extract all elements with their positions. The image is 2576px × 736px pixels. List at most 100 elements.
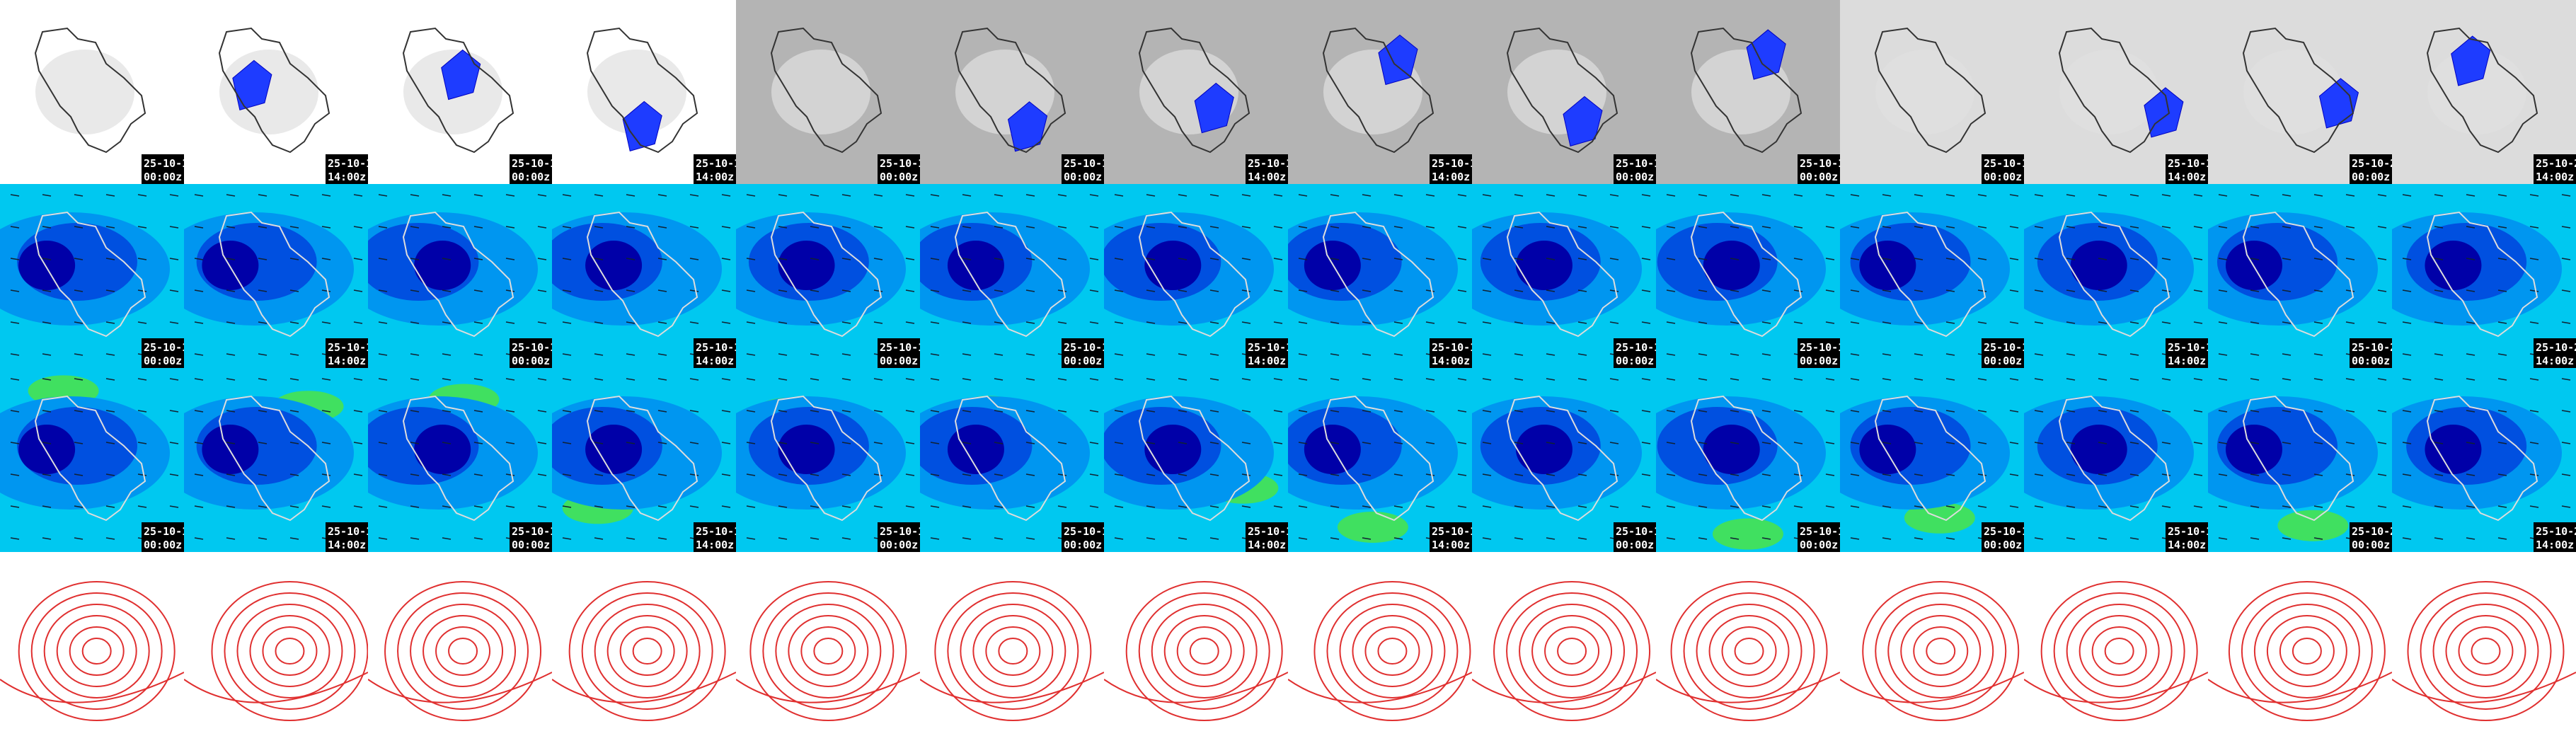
wind-barb [1362,410,1372,413]
wind-barb [1241,378,1251,381]
label-box [1246,522,1288,552]
contour [1326,592,1459,710]
tile-content [920,184,1104,368]
wind-barb [930,289,940,292]
contour [1176,626,1232,676]
wind-barb [930,505,940,508]
wind-barb [994,537,1004,540]
map-tile: 25-10-114:00z [2024,368,2212,552]
wind-barb [2497,442,2507,444]
contour [1519,604,1626,698]
wind-barb [2434,321,2444,324]
wind-barb [1666,258,1676,260]
wind-barb [194,442,204,444]
wind-barb [258,378,268,381]
core-area [18,425,76,474]
wind-barb [1178,321,1188,324]
contour [1531,615,1613,687]
wind-barb [2098,410,2108,413]
contour [2407,581,2565,721]
time-label: 00:00z [2352,171,2390,183]
wind-barb [2193,226,2203,229]
wind-barb [2466,473,2476,476]
wind-barb [1114,442,1124,444]
wind-barb [442,473,452,476]
wind-barb [2034,410,2044,413]
wind-barb [1057,410,1067,413]
wind-barb [1945,321,1955,324]
contour [1840,672,2024,703]
wind-barb [473,194,483,197]
wind-barb [930,321,940,324]
wind-barb [1273,410,1283,413]
wind-barb [2009,442,2019,444]
time-label: 14:00z [328,355,366,367]
date-label: 25-10-1 [328,341,372,354]
wind-barb [2313,505,2323,508]
wind-barb [10,378,20,381]
wind-barb [1546,289,1556,292]
wind-barb [626,537,636,540]
wind-barb [810,537,820,540]
wind-barb [137,321,147,324]
wind-barb [1577,258,1587,260]
wind-barb [321,378,331,381]
wind-barb [841,321,851,324]
wind-barb [137,473,147,476]
map-tile: 25-10-114:00z [184,0,372,184]
wind-barb [1241,289,1251,292]
wind-barb [2218,410,2228,413]
wind-barb [1666,321,1676,324]
wind-barb [194,194,204,197]
wind-barb [2066,410,2076,413]
label-box [2534,154,2576,184]
contour [2208,672,2392,703]
wind-barb [1482,289,1492,292]
wind-barb [905,442,915,444]
date-label: 25-10-2 [2536,525,2576,538]
wind-barb [1761,289,1771,292]
wind-barb [1057,321,1067,324]
wind-barb [1666,353,1676,356]
shade [771,50,870,134]
wind-barb [1241,505,1251,508]
wind-barb [1698,353,1708,356]
wind-barb [1730,537,1740,540]
wind-barb [105,321,115,324]
contour [1288,672,1472,703]
date-label: 25-10-1 [880,525,924,538]
wind-barb [2250,353,2260,356]
wind-barb [2034,258,2044,260]
label-box [1062,522,1104,552]
contour [2066,604,2173,698]
wind-barb [930,226,940,229]
wind-barb [442,321,452,324]
wind-barb [410,353,420,356]
wind-barb [1641,505,1651,508]
wind-barb [1178,289,1188,292]
wind-barb [2377,378,2387,381]
wind-barb [1482,321,1492,324]
wind-barb [42,410,52,413]
wind-barb [473,258,483,260]
wind-barb [2402,378,2412,381]
wind-barb [721,194,731,197]
wind-barb [626,378,636,381]
wind-barb [1577,194,1587,197]
time-label: 00:00z [144,171,182,183]
wind-barb [2009,378,2019,381]
wind-barb [1761,194,1771,197]
wind-barb [810,321,820,324]
wind-barb [2218,537,2228,540]
wind-barb [1825,505,1835,508]
wind-barb [778,226,788,229]
wind-barb [1089,473,1099,476]
wind-barb [778,442,788,444]
label-box [878,338,920,368]
precip-area [1563,96,1603,146]
wind-barb [105,505,115,508]
tile-content [1104,552,1288,736]
date-label: 25-10-1 [2168,341,2212,354]
wind-barb [2129,378,2139,381]
wind-barb [2066,537,2076,540]
